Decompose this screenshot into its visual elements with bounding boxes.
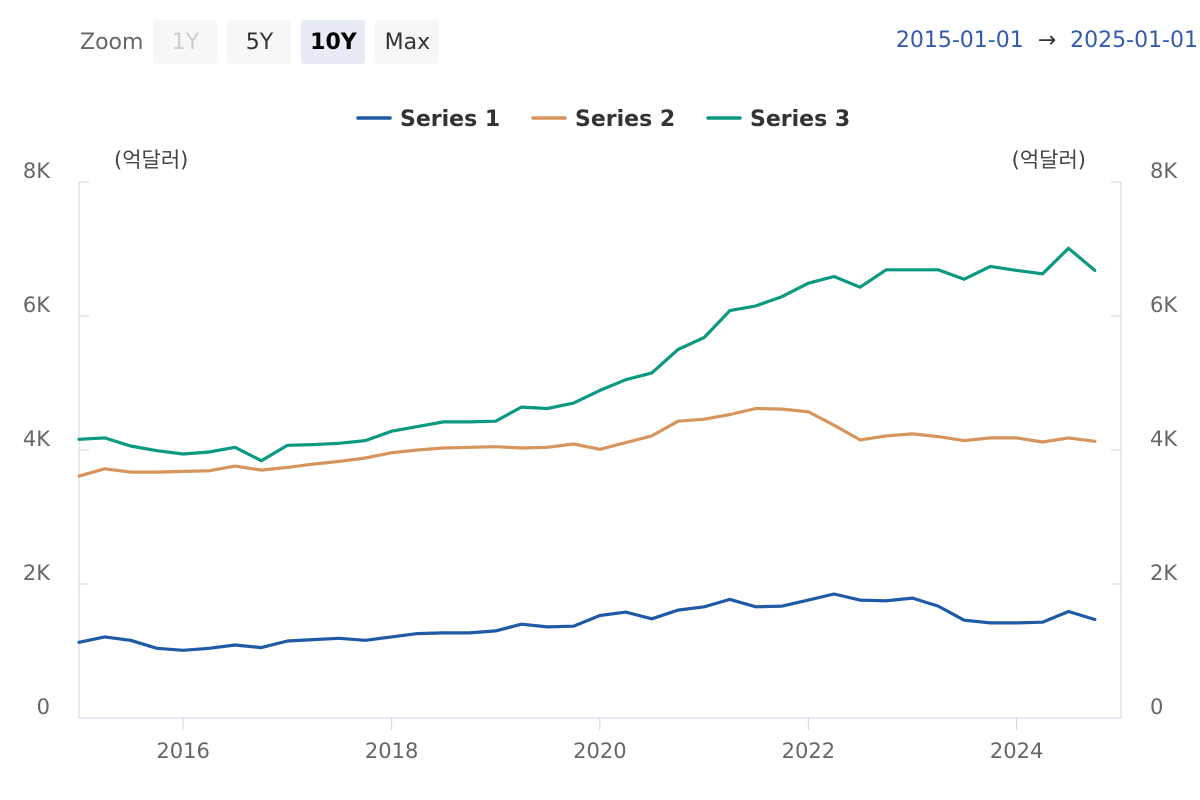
- y-tick-label-left: 6K: [23, 293, 51, 317]
- y-tick-label-right: 4K: [1150, 427, 1178, 451]
- zoom-5y-button[interactable]: 5Y: [227, 20, 292, 64]
- zoom-toolbar: Zoom 1Y 5Y 10Y Max: [80, 20, 449, 64]
- zoom-max-button[interactable]: Max: [375, 20, 440, 64]
- y-tick-label-left: 2K: [23, 561, 51, 585]
- legend-series-3-label[interactable]: Series 3: [750, 107, 850, 132]
- y-tick-label-left: 0: [37, 695, 50, 719]
- y-axis-unit-right: (억달러): [1012, 148, 1086, 172]
- zoom-label: Zoom: [80, 29, 144, 55]
- x-tick-label: 2016: [156, 739, 209, 763]
- y-tick-label-right: 0: [1150, 695, 1163, 719]
- x-tick-label: 2020: [573, 739, 626, 763]
- series-3-line: [77, 246, 1097, 463]
- date-range: 2015-01-01 → 2025-01-01: [896, 28, 1198, 53]
- x-tick-label: 2022: [782, 739, 835, 763]
- x-tick-label: 2018: [365, 739, 418, 763]
- y-tick-label-left: 8K: [23, 159, 51, 183]
- range-arrow-icon: →: [1037, 28, 1057, 53]
- y-axis-unit-left: (억달러): [114, 148, 188, 172]
- legend-series-1-label[interactable]: Series 1: [400, 107, 500, 132]
- series-2-line: [77, 406, 1097, 478]
- zoom-10y-button[interactable]: 10Y: [301, 20, 366, 64]
- x-tick-label: 2024: [990, 739, 1043, 763]
- range-to-date[interactable]: 2025-01-01: [1070, 28, 1198, 53]
- y-tick-label-right: 2K: [1150, 561, 1178, 585]
- y-tick-label-right: 6K: [1150, 293, 1178, 317]
- y-tick-label-left: 4K: [23, 427, 51, 451]
- zoom-1y-button[interactable]: 1Y: [153, 20, 218, 64]
- y-tick-label-right: 8K: [1150, 159, 1178, 183]
- legend-series-2-label[interactable]: Series 2: [575, 107, 675, 132]
- range-from-date[interactable]: 2015-01-01: [895, 28, 1024, 53]
- series-1-line: [77, 592, 1097, 652]
